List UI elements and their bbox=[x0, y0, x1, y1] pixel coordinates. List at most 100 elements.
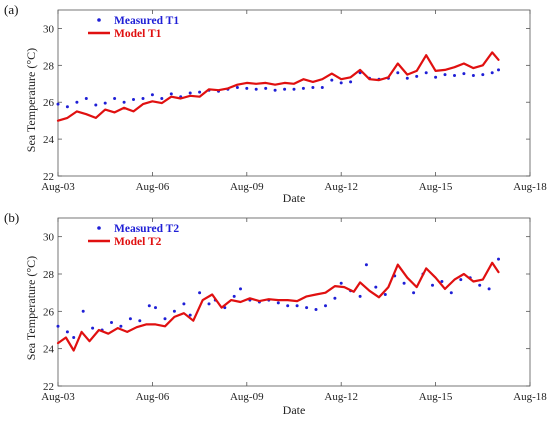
legend-label: Model T2 bbox=[114, 236, 162, 248]
data-point bbox=[273, 88, 277, 92]
x-tick-label: Aug-12 bbox=[324, 181, 358, 193]
x-tick-label: Aug-03 bbox=[41, 391, 75, 403]
data-point bbox=[383, 293, 387, 296]
data-point bbox=[424, 71, 428, 75]
x-tick-label: Aug-06 bbox=[136, 391, 170, 403]
data-point bbox=[163, 317, 167, 321]
x-tick-label: Aug-12 bbox=[324, 391, 358, 403]
data-point bbox=[119, 324, 123, 328]
plot-area: Aug-03 Aug-06 Aug-09 Aug-12 Aug-15 Aug-18 22 24… bbox=[41, 217, 547, 403]
data-point bbox=[188, 91, 192, 95]
series-line-model-t2 bbox=[56, 261, 500, 352]
data-point bbox=[65, 330, 69, 334]
y-tick-label: 26 bbox=[43, 306, 55, 318]
data-point bbox=[434, 75, 438, 79]
x-tick-label: Aug-09 bbox=[230, 181, 264, 193]
x-tick-label: Aug-18 bbox=[513, 181, 547, 193]
chart-panel-a: (a) Sea Temperature (°C) Date Aug-03 Aug-… bbox=[4, 2, 547, 205]
series-line-model-t1 bbox=[56, 51, 500, 122]
y-tick-label: 22 bbox=[43, 171, 54, 183]
data-point bbox=[94, 103, 98, 107]
data-point bbox=[396, 71, 400, 75]
data-point bbox=[81, 309, 85, 313]
axes-frame bbox=[57, 217, 531, 387]
data-point bbox=[453, 74, 456, 77]
data-point bbox=[349, 80, 353, 84]
data-point bbox=[295, 304, 299, 308]
y-tick-label: 30 bbox=[43, 232, 55, 244]
data-point bbox=[440, 280, 444, 283]
data-point bbox=[487, 287, 491, 291]
data-point bbox=[91, 326, 95, 330]
data-point bbox=[283, 87, 287, 91]
data-point bbox=[305, 306, 309, 310]
data-point bbox=[128, 317, 132, 321]
legend-swatch bbox=[97, 226, 101, 230]
data-point bbox=[339, 81, 343, 85]
y-axis-label: Sea Temperature (°C) bbox=[24, 48, 38, 152]
legend-label: Model T1 bbox=[114, 28, 162, 40]
data-point bbox=[72, 336, 76, 339]
data-point bbox=[462, 72, 466, 76]
data-point bbox=[333, 296, 337, 300]
panel-label: (b) bbox=[4, 210, 19, 225]
x-tick-label: Aug-03 bbox=[41, 181, 75, 193]
data-point bbox=[169, 92, 173, 96]
data-point bbox=[56, 102, 60, 106]
data-point bbox=[141, 97, 145, 100]
data-point bbox=[478, 283, 482, 287]
data-point bbox=[235, 86, 239, 89]
y-axis-label: Sea Temperature (°C) bbox=[24, 256, 38, 360]
data-point bbox=[286, 304, 290, 308]
data-point bbox=[232, 294, 236, 298]
data-point bbox=[443, 73, 447, 77]
legend-label: Measured T1 bbox=[114, 15, 179, 27]
data-point bbox=[254, 87, 258, 91]
x-axis-label: Date bbox=[283, 403, 306, 417]
x-tick-label: Aug-09 bbox=[230, 391, 264, 403]
data-point bbox=[459, 278, 463, 282]
data-point bbox=[449, 291, 453, 295]
data-point bbox=[65, 105, 69, 109]
series-measured-t1 bbox=[56, 68, 500, 109]
data-point bbox=[490, 71, 494, 75]
data-point bbox=[264, 86, 268, 90]
data-point bbox=[113, 97, 117, 100]
data-point bbox=[497, 68, 500, 72]
data-point bbox=[198, 90, 202, 94]
data-point bbox=[292, 87, 296, 91]
y-tick-label: 30 bbox=[43, 23, 55, 35]
data-point bbox=[138, 319, 142, 323]
data-point bbox=[358, 294, 362, 298]
data-point bbox=[320, 86, 324, 89]
data-point bbox=[239, 287, 242, 291]
data-point bbox=[431, 283, 434, 287]
data-point bbox=[402, 281, 406, 285]
data-point bbox=[301, 86, 305, 90]
data-point bbox=[471, 74, 475, 77]
data-point bbox=[147, 304, 151, 308]
plot-area: Aug-03 Aug-06 Aug-09 Aug-12 Aug-15 Aug-18 22 24… bbox=[41, 9, 547, 193]
data-point bbox=[314, 308, 318, 311]
y-tick-label: 28 bbox=[43, 269, 55, 281]
y-tick-label: 24 bbox=[43, 134, 55, 146]
data-point bbox=[405, 76, 409, 80]
data-point bbox=[154, 306, 157, 310]
data-point bbox=[207, 302, 211, 306]
data-point bbox=[364, 263, 368, 267]
x-axis-label: Date bbox=[283, 191, 306, 205]
data-point bbox=[374, 285, 378, 289]
data-point bbox=[188, 313, 192, 317]
chart-panel-b: (b) Sea Temperature (°C) Date Aug-03 Aug-… bbox=[4, 210, 547, 417]
data-point bbox=[497, 257, 500, 261]
series-measured-t2 bbox=[56, 257, 500, 339]
y-tick-label: 22 bbox=[43, 381, 54, 393]
data-point bbox=[415, 74, 419, 78]
data-point bbox=[172, 309, 176, 313]
data-point bbox=[245, 86, 249, 90]
data-point bbox=[311, 86, 315, 89]
x-tick-label: Aug-06 bbox=[136, 181, 170, 193]
